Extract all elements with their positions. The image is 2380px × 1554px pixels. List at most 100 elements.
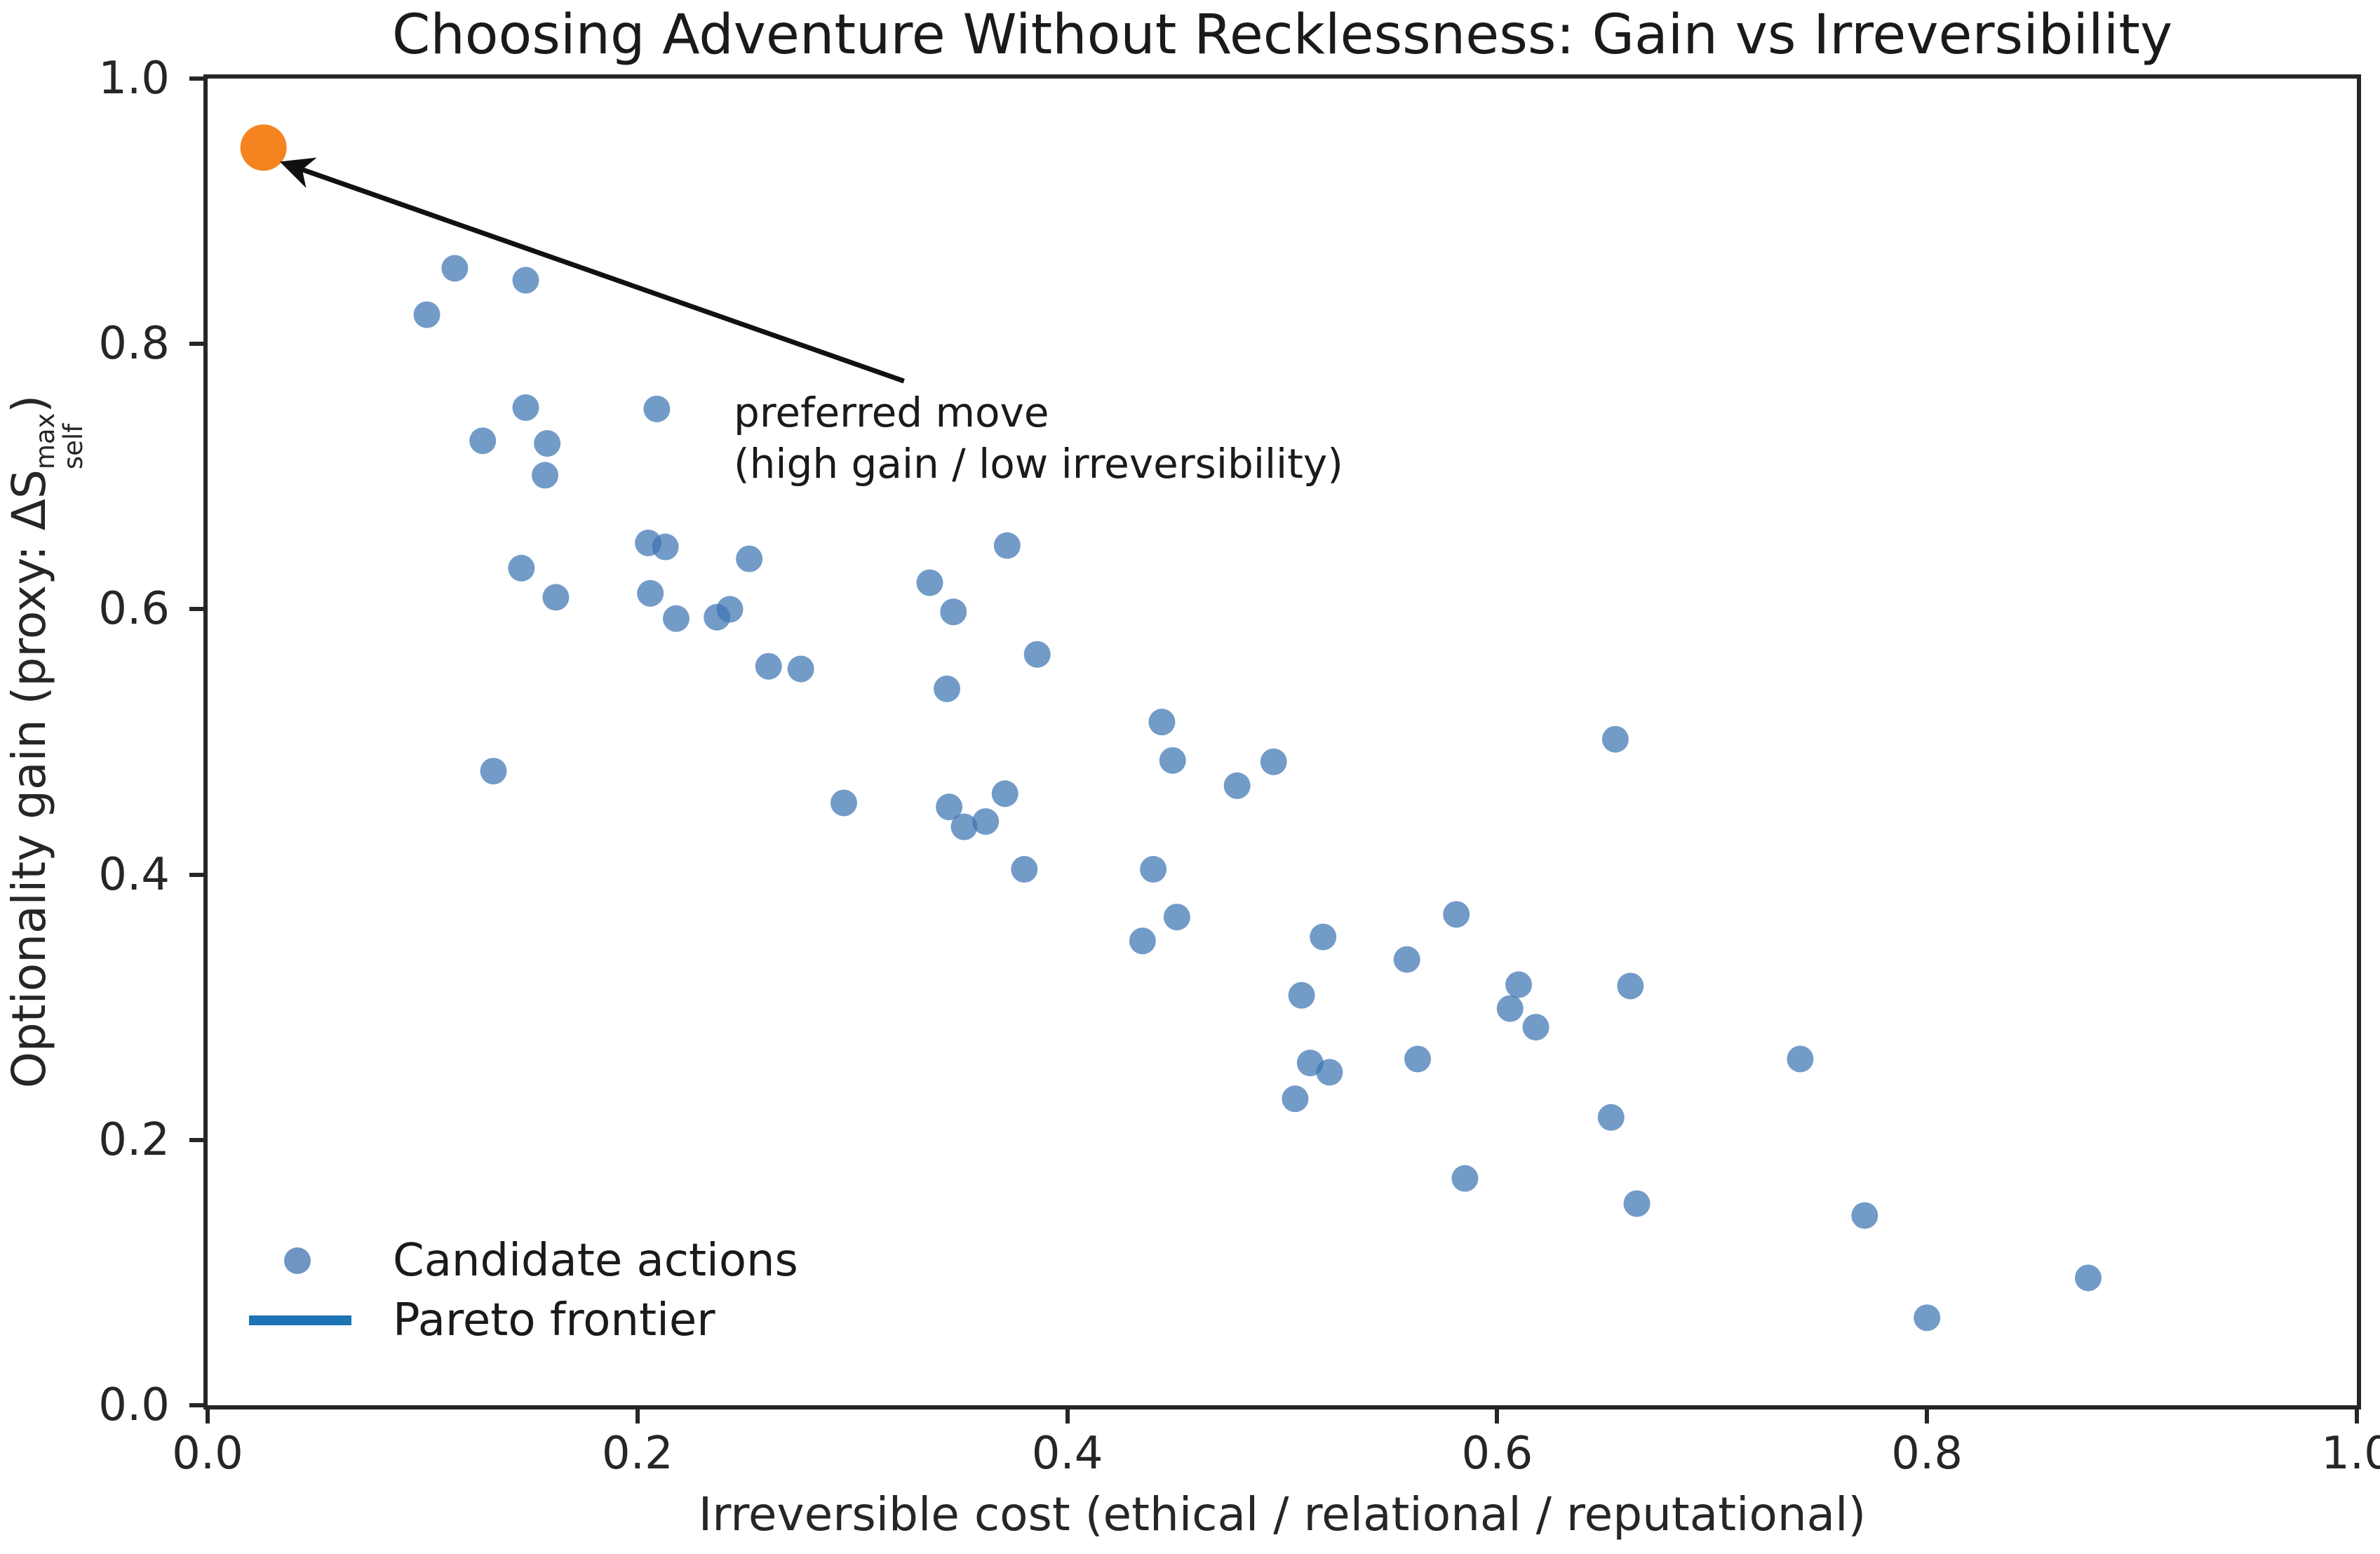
candidate-point (993, 532, 1021, 559)
annotation-text: preferred move (high gain / low irrevers… (734, 387, 1343, 490)
y-tick-label: 0.2 (98, 1113, 170, 1166)
x-axis-label: Irreversible cost (ethical / relational … (698, 1487, 1867, 1541)
candidate-point (469, 427, 497, 455)
chart-title: Choosing Adventure Without Recklessness:… (391, 4, 2173, 67)
x-tick-mark (1065, 1409, 1070, 1424)
x-tick-label: 0.6 (1461, 1428, 1533, 1480)
candidate-point (916, 569, 943, 596)
candidate-point (1623, 1190, 1650, 1217)
candidate-point (1140, 856, 1167, 883)
candidate-point (1451, 1165, 1479, 1192)
y-axis-label-suffix: ) (2, 394, 57, 413)
candidate-point (1787, 1045, 1814, 1073)
candidate-point (1505, 971, 1533, 998)
y-tick-mark (189, 1137, 203, 1142)
candidate-point (1159, 746, 1186, 774)
candidate-point (1851, 1202, 1878, 1229)
candidate-point (934, 675, 961, 702)
x-tick-mark (206, 1409, 210, 1424)
y-axis-label-sup: max (30, 413, 61, 470)
plot-area-frame (203, 74, 2361, 1409)
candidate-point (787, 655, 814, 683)
candidate-point (1443, 901, 1470, 928)
candidate-point (1023, 641, 1051, 668)
y-axis-label: Optionality gain (proxy: ΔS max self) (2, 395, 88, 1088)
candidate-point (1601, 725, 1629, 753)
candidate-point (972, 808, 1000, 835)
candidate-point (662, 605, 690, 632)
y-tick-mark (189, 872, 203, 877)
candidate-dot-icon (284, 1247, 311, 1274)
candidate-point (508, 554, 535, 582)
y-axis-label-sub: self (58, 423, 88, 470)
candidate-point (637, 580, 664, 607)
candidate-points-layer (240, 124, 2102, 1332)
candidate-point (1148, 709, 1176, 736)
y-tick-mark (189, 607, 203, 612)
x-tick-mark (1925, 1409, 1930, 1424)
candidate-point (512, 394, 539, 421)
scatter-canvas (240, 124, 2102, 1332)
x-tick-label: 0.4 (1031, 1428, 1103, 1480)
candidate-point (1522, 1014, 1549, 1041)
y-tick-mark (189, 342, 203, 347)
candidate-point (830, 789, 857, 817)
candidate-point (1288, 982, 1315, 1009)
candidate-point (441, 255, 469, 282)
candidate-point (413, 301, 441, 328)
annotation-line-2: (high gain / low irreversibility) (734, 440, 1343, 488)
candidate-point (1404, 1045, 1432, 1073)
candidate-point (1163, 904, 1190, 931)
y-tick-mark (189, 1403, 203, 1407)
candidate-point (936, 793, 963, 821)
x-tick-mark (1495, 1409, 1500, 1424)
y-axis-label-supsub: max self (30, 413, 88, 470)
candidate-point (1617, 972, 1644, 1000)
candidate-point (1496, 995, 1524, 1022)
candidate-point (652, 533, 679, 561)
annotation-line-1: preferred move (734, 389, 1049, 436)
candidate-point (1223, 772, 1251, 799)
y-tick-label: 0.8 (98, 318, 170, 370)
y-tick-label: 0.0 (98, 1379, 170, 1431)
candidate-point (1597, 1104, 1625, 1131)
candidate-point (950, 813, 978, 840)
candidate-point (1914, 1304, 1941, 1332)
x-tick-label: 0.8 (1891, 1428, 1963, 1480)
candidate-point (534, 430, 561, 457)
y-tick-label: 0.4 (98, 848, 170, 901)
x-tick-label: 1.0 (2321, 1428, 2380, 1480)
candidate-point (716, 596, 744, 623)
pareto-line-icon (249, 1315, 351, 1325)
x-tick-mark (635, 1409, 640, 1424)
candidate-point (512, 267, 539, 294)
candidate-point (2075, 1264, 2102, 1292)
legend-label-candidate-actions: Candidate actions (393, 1235, 798, 1287)
candidate-point (643, 395, 671, 422)
y-tick-mark (189, 76, 203, 81)
x-tick-mark (2355, 1409, 2359, 1424)
x-tick-label: 0.2 (601, 1428, 673, 1480)
plot-area: preferred move (high gain / low irrevers… (208, 79, 2357, 1405)
annotation-arrow (279, 157, 905, 384)
candidate-point (480, 758, 507, 785)
candidate-point (755, 652, 782, 680)
candidate-point (1260, 748, 1287, 775)
candidate-point (532, 462, 559, 489)
x-tick-label: 0.0 (172, 1428, 243, 1480)
candidate-point (1393, 946, 1420, 973)
candidate-point (1310, 923, 1337, 951)
candidate-point (736, 545, 763, 572)
annotation-arrow-layer (279, 157, 905, 384)
candidate-point (1316, 1059, 1343, 1086)
candidate-point (1129, 927, 1156, 955)
candidate-point (1282, 1085, 1309, 1113)
candidate-point (991, 780, 1018, 808)
preferred-point (240, 124, 287, 171)
y-tick-label: 1.0 (98, 53, 170, 105)
y-tick-label: 0.6 (98, 583, 170, 636)
candidate-point (1011, 856, 1038, 883)
y-axis-label-prefix: Optionality gain (proxy: ΔS (2, 469, 57, 1089)
candidate-point (542, 584, 570, 611)
